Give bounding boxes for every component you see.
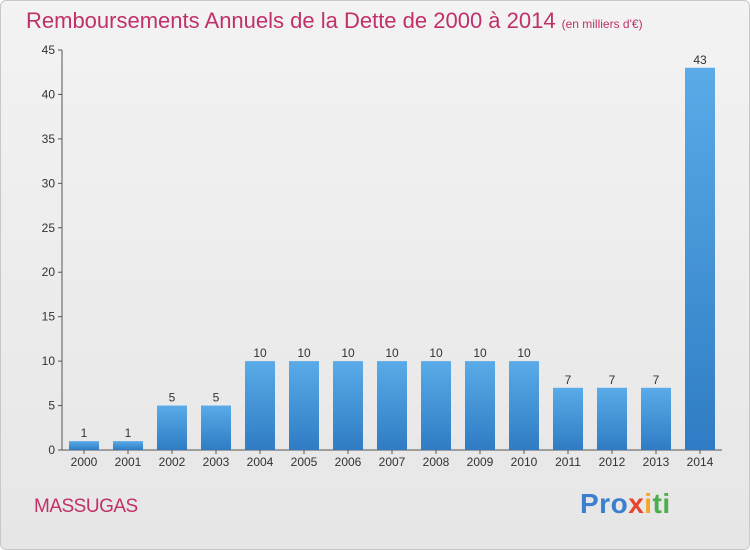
x-tick-label: 2013 [643,455,670,469]
bar-value-label: 7 [565,373,572,387]
bar-value-label: 1 [125,426,132,440]
bar-value-label: 10 [253,346,267,360]
y-tick-label: 5 [48,399,55,413]
bar [157,405,187,450]
bar [641,387,671,450]
x-tick-label: 2009 [467,455,494,469]
y-tick-label: 30 [42,176,56,190]
bar-value-label: 7 [609,373,616,387]
bar [201,405,231,450]
chart-title: Remboursements Annuels de la Dette de 20… [26,8,643,34]
bar [377,361,407,450]
bar [685,67,715,451]
logo-part-4: ti [652,488,671,519]
logo-part-3: i [644,488,653,519]
y-tick-label: 40 [42,87,56,101]
bar-value-label: 5 [213,391,220,405]
chart-title-text: Remboursements Annuels de la Dette de 20… [26,8,556,33]
y-tick-label: 10 [42,354,56,368]
bar-value-label: 10 [473,346,487,360]
bar [509,361,539,450]
x-tick-label: 2014 [687,455,714,469]
y-tick-label: 20 [42,265,56,279]
commune-name: MASSUGAS [34,496,138,517]
x-tick-label: 2000 [71,455,98,469]
y-tick-label: 15 [42,310,56,324]
bar [113,441,143,450]
bar [597,387,627,450]
bar [465,361,495,450]
y-tick-label: 0 [48,443,55,457]
x-tick-label: 2010 [511,455,538,469]
x-tick-label: 2012 [599,455,626,469]
bar-value-label: 10 [297,346,311,360]
x-tick-label: 2005 [291,455,318,469]
bar [289,361,319,450]
bar [333,361,363,450]
bar-value-label: 5 [169,391,176,405]
y-tick-label: 45 [42,43,56,57]
bar [421,361,451,450]
chart-subtitle: (en milliers d'€) [561,17,643,31]
bar [553,387,583,450]
x-tick-label: 2004 [247,455,274,469]
x-tick-label: 2003 [203,455,230,469]
bar [69,441,99,450]
bar-value-label: 10 [341,346,355,360]
proxiti-logo: Proxiti [580,488,671,520]
x-tick-label: 2002 [159,455,186,469]
x-tick-label: 2001 [115,455,142,469]
logo-part-2: x [628,488,645,519]
y-tick-label: 25 [42,221,56,235]
y-tick-label: 35 [42,132,56,146]
bar-value-label: 10 [429,346,443,360]
bar-value-label: 10 [517,346,531,360]
x-tick-label: 2006 [335,455,362,469]
x-tick-label: 2007 [379,455,406,469]
bar-value-label: 7 [653,373,660,387]
logo-part-1: Pro [580,488,629,519]
x-tick-label: 2011 [555,455,581,469]
bar [245,361,275,450]
x-tick-label: 2008 [423,455,450,469]
bar-value-label: 10 [385,346,399,360]
bar-value-label: 1 [81,426,88,440]
bar-value-label: 43 [693,53,707,67]
